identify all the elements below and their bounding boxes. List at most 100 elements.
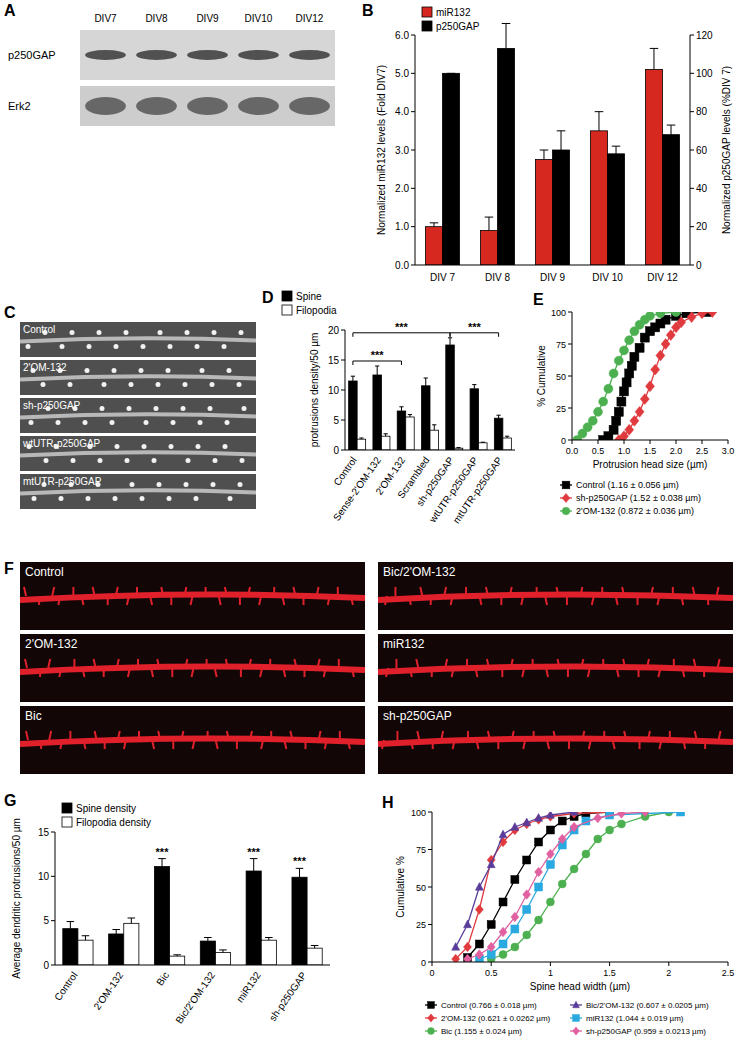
spine [269,659,271,668]
image-label: mtUTR-p250GAP [23,476,102,487]
spine [210,382,215,387]
marker [646,312,655,320]
marker [546,826,554,834]
spine [219,596,221,605]
legend-marker [428,1014,435,1022]
spine [325,740,327,749]
bar [373,375,382,450]
spine [637,596,639,605]
marker [620,346,629,355]
spine [532,659,534,668]
x-tick-label: mtUTR-p250GAP [451,455,505,526]
legend-swatch [422,21,432,31]
spine [227,368,232,373]
row-label: Erk2 [8,100,31,112]
spine [208,406,213,411]
spine [588,668,590,677]
spine [115,444,120,449]
spine [305,740,307,749]
marker [523,818,531,826]
spine [154,406,159,411]
x-tick-label: 2.5 [722,968,735,978]
spine [98,458,103,463]
y2-tick-label: 0 [696,260,702,271]
spine [124,740,126,749]
y-tick [428,962,432,963]
spine [59,496,64,501]
spine [139,368,144,373]
spine [303,596,305,605]
legend-label: sh-p250GAP (1.52 ± 0.038 µm) [576,493,701,503]
spine [70,330,75,335]
spine [237,382,242,387]
spine [385,596,387,605]
error-bar [384,434,388,436]
y-axis-title: Cumulative % [395,856,406,918]
spine [112,368,117,373]
x-tick [728,440,729,444]
micrograph [20,398,256,433]
bar [645,70,662,266]
micrograph [20,360,256,395]
dendrite [20,738,365,744]
marker [588,416,597,425]
blot-band [289,50,330,60]
spine [128,668,130,677]
spine [249,659,251,668]
marker [617,812,625,818]
x-tick-label: 2.5 [696,446,709,456]
spine [592,596,594,605]
y-tick-label: 75 [556,340,566,350]
error-bar [82,936,90,940]
spine [589,740,591,749]
spine [140,496,145,501]
spine [682,668,684,677]
blot-band [85,97,126,115]
spine [352,668,354,677]
error-bar [496,415,500,418]
x-tick [609,962,610,966]
blot-band [187,50,228,60]
spine [648,731,650,740]
micrograph [378,562,733,630]
spine [658,668,660,677]
y-tick [341,360,345,361]
spine [707,596,709,605]
bar [535,160,552,265]
marker [499,927,507,937]
panel-letter: C [4,304,16,321]
spine [83,420,88,425]
spine [444,587,446,596]
error-bar [481,442,485,444]
y-tick [428,812,432,813]
marker [546,849,554,859]
y-tick [411,150,415,151]
series-line [577,312,676,440]
spine [240,458,245,463]
error-bar [557,131,566,150]
y-tick-label: 100 [551,308,566,318]
spine [453,740,455,749]
legend-marker [562,481,570,489]
significance-bracket [353,361,402,365]
spine [103,668,105,677]
marker [535,814,543,822]
spine [523,740,525,749]
spine [546,668,548,677]
marker [499,951,507,959]
spine [161,587,163,596]
spine [282,596,284,605]
bar [170,956,185,965]
bar [443,73,460,265]
x-tick-label: 0 [429,968,434,978]
plot-area [452,812,685,962]
error-bar [424,378,428,386]
y-tick-label: 5.0 [395,68,409,79]
spine [127,596,129,605]
spine [693,587,695,596]
spine [116,587,118,596]
spine [294,659,296,668]
y-tick [411,73,415,74]
spine [71,458,76,463]
spine [239,330,244,335]
